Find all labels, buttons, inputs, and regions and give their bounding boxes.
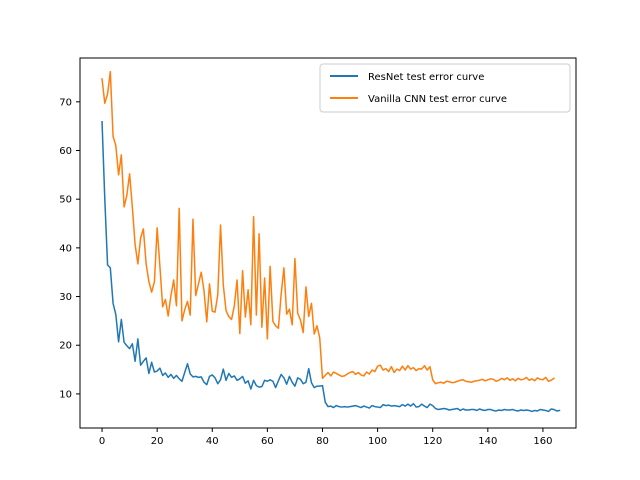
series-line-1 — [101, 70, 556, 385]
y-tick-label: 20 — [59, 341, 72, 352]
y-tick-label: 40 — [59, 243, 72, 254]
y-tick-label: 70 — [59, 97, 72, 108]
y-tick-label: 10 — [59, 389, 72, 400]
legend-label-vanilla-cnn: Vanilla CNN test error curve — [368, 94, 507, 105]
x-tick-label: 0 — [99, 436, 105, 447]
legend: ResNet test error curve Vanilla CNN test… — [319, 63, 571, 113]
y-tick-label: 50 — [59, 195, 72, 206]
y-tick-label: 60 — [59, 146, 72, 157]
x-tick-label: 40 — [206, 436, 219, 447]
x-tick-label: 100 — [368, 436, 387, 447]
series-line-0 — [101, 121, 561, 413]
y-axis: 10 20 30 40 50 60 70 — [59, 97, 80, 400]
legend-box — [319, 63, 571, 113]
x-tick-label: 160 — [533, 436, 552, 447]
x-tick-label: 80 — [316, 436, 329, 447]
x-axis: 0 20 40 60 80 100 120 140 160 — [99, 428, 552, 447]
x-tick-label: 120 — [423, 436, 442, 447]
x-tick-label: 60 — [261, 436, 274, 447]
legend-label-resnet: ResNet test error curve — [368, 72, 484, 83]
series-layer — [101, 70, 561, 413]
x-tick-label: 140 — [478, 436, 497, 447]
y-tick-label: 30 — [59, 292, 72, 303]
x-tick-label: 20 — [151, 436, 164, 447]
plot-frame — [79, 57, 577, 429]
